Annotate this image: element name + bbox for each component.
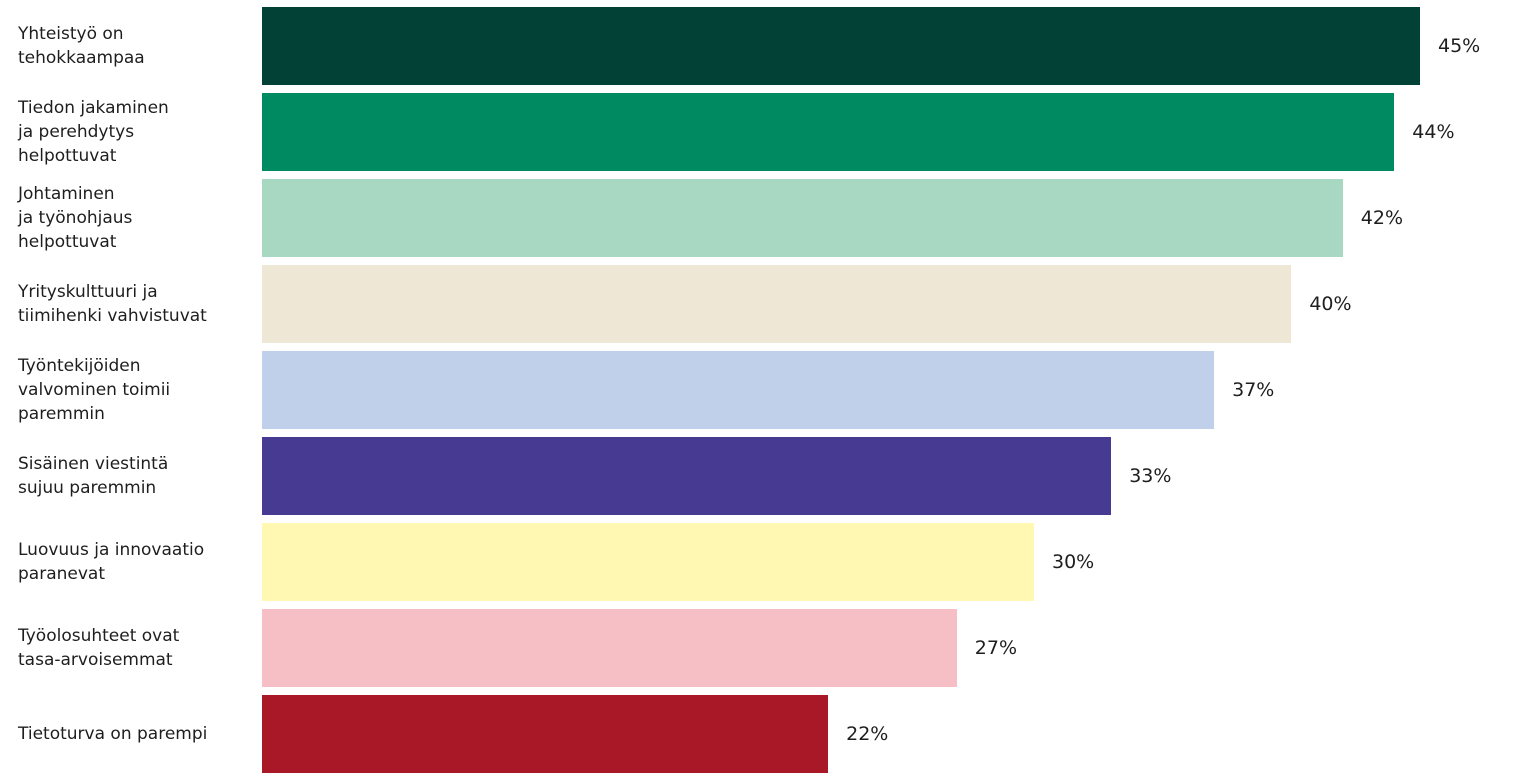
value-label: 37% [1232, 379, 1275, 401]
category-label: Johtaminen ja työnohjaus helpottuvat [18, 184, 133, 252]
value-label: 22% [846, 723, 889, 745]
value-label: 40% [1309, 293, 1352, 315]
category-label: Luovuus ja innovaatio paranevat [18, 540, 205, 584]
category-label: Työntekijöiden valvominen toimii paremmi… [18, 356, 171, 424]
category-label: Yhteistyö on tehokkaampaa [18, 24, 145, 68]
bar [262, 351, 1215, 429]
bar [262, 93, 1395, 171]
value-label: 27% [974, 637, 1018, 659]
bar [262, 179, 1343, 257]
category-label: Yrityskulttuuri ja tiimihenki vahvistuva… [18, 282, 207, 326]
bar [262, 265, 1292, 343]
category-label: Tiedon jakaminen ja perehdytys helpottuv… [18, 98, 169, 166]
category-label: Tietoturva on parempi [18, 724, 208, 744]
bar [262, 523, 1034, 601]
value-label: 42% [1360, 207, 1404, 229]
value-label: 45% [1438, 35, 1481, 57]
bar [262, 695, 829, 773]
bar [262, 609, 957, 687]
bar [262, 437, 1112, 515]
category-label: Sisäinen viestintä sujuu paremmin [18, 454, 169, 498]
category-label: Työolosuhteet ovat tasa-arvoisemmat [18, 626, 180, 670]
bar [262, 7, 1420, 85]
value-label: 44% [1412, 121, 1455, 143]
value-label: 30% [1052, 551, 1095, 573]
value-label: 33% [1129, 465, 1172, 487]
